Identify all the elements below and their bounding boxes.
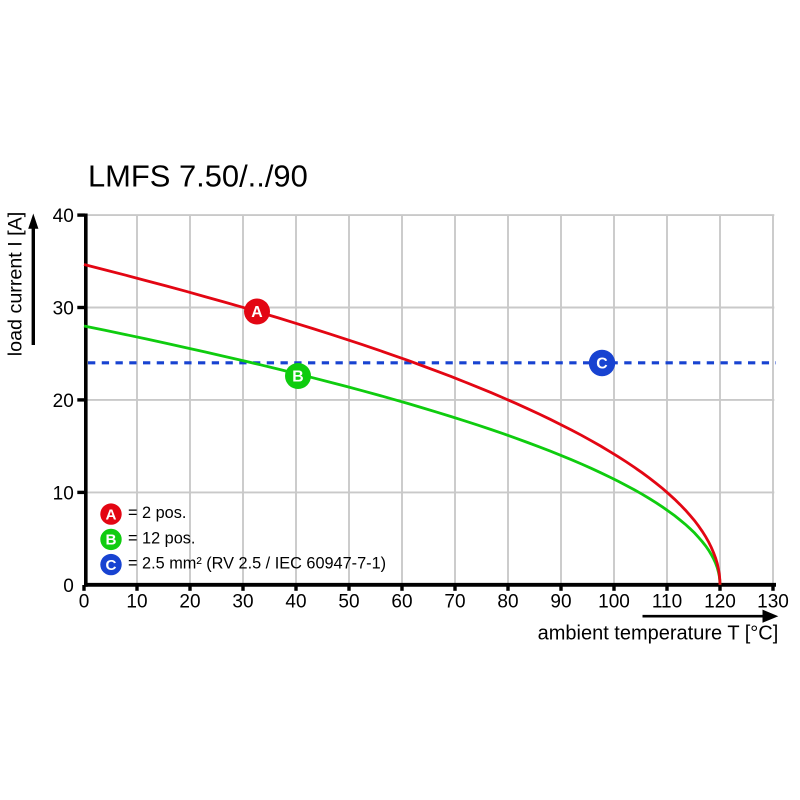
svg-text:30: 30 (232, 591, 253, 612)
svg-text:30: 30 (53, 299, 74, 320)
svg-text:80: 80 (497, 591, 518, 612)
svg-text:60: 60 (391, 591, 412, 612)
svg-text:= 2.5 mm² (RV 2.5 / IEC 60947-: = 2.5 mm² (RV 2.5 / IEC 60947-7-1) (128, 555, 386, 573)
svg-text:C: C (596, 356, 607, 373)
svg-text:20: 20 (53, 391, 74, 412)
svg-text:0: 0 (79, 591, 90, 612)
svg-text:LMFS 7.50/../90: LMFS 7.50/../90 (88, 158, 308, 193)
svg-text:110: 110 (652, 591, 682, 612)
svg-text:0: 0 (63, 576, 74, 597)
svg-text:50: 50 (338, 591, 359, 612)
svg-text:C: C (106, 557, 117, 574)
svg-text:load current I [A]: load current I [A] (4, 212, 26, 356)
svg-text:B: B (106, 532, 117, 549)
svg-text:40: 40 (285, 591, 306, 612)
svg-text:= 12 pos.: = 12 pos. (128, 529, 195, 547)
svg-text:A: A (251, 304, 262, 321)
svg-text:130: 130 (757, 591, 789, 612)
svg-text:20: 20 (179, 591, 200, 612)
svg-text:120: 120 (704, 591, 736, 612)
svg-text:A: A (106, 506, 117, 523)
svg-text:70: 70 (444, 591, 465, 612)
svg-text:B: B (292, 369, 303, 386)
svg-text:10: 10 (53, 483, 74, 504)
svg-text:100: 100 (598, 591, 630, 612)
svg-text:10: 10 (126, 591, 147, 612)
svg-text:ambient temperature T [°C]: ambient temperature T [°C] (538, 622, 779, 644)
svg-text:90: 90 (550, 591, 571, 612)
svg-text:= 2 pos.: = 2 pos. (128, 504, 186, 522)
svg-text:40: 40 (53, 206, 74, 227)
